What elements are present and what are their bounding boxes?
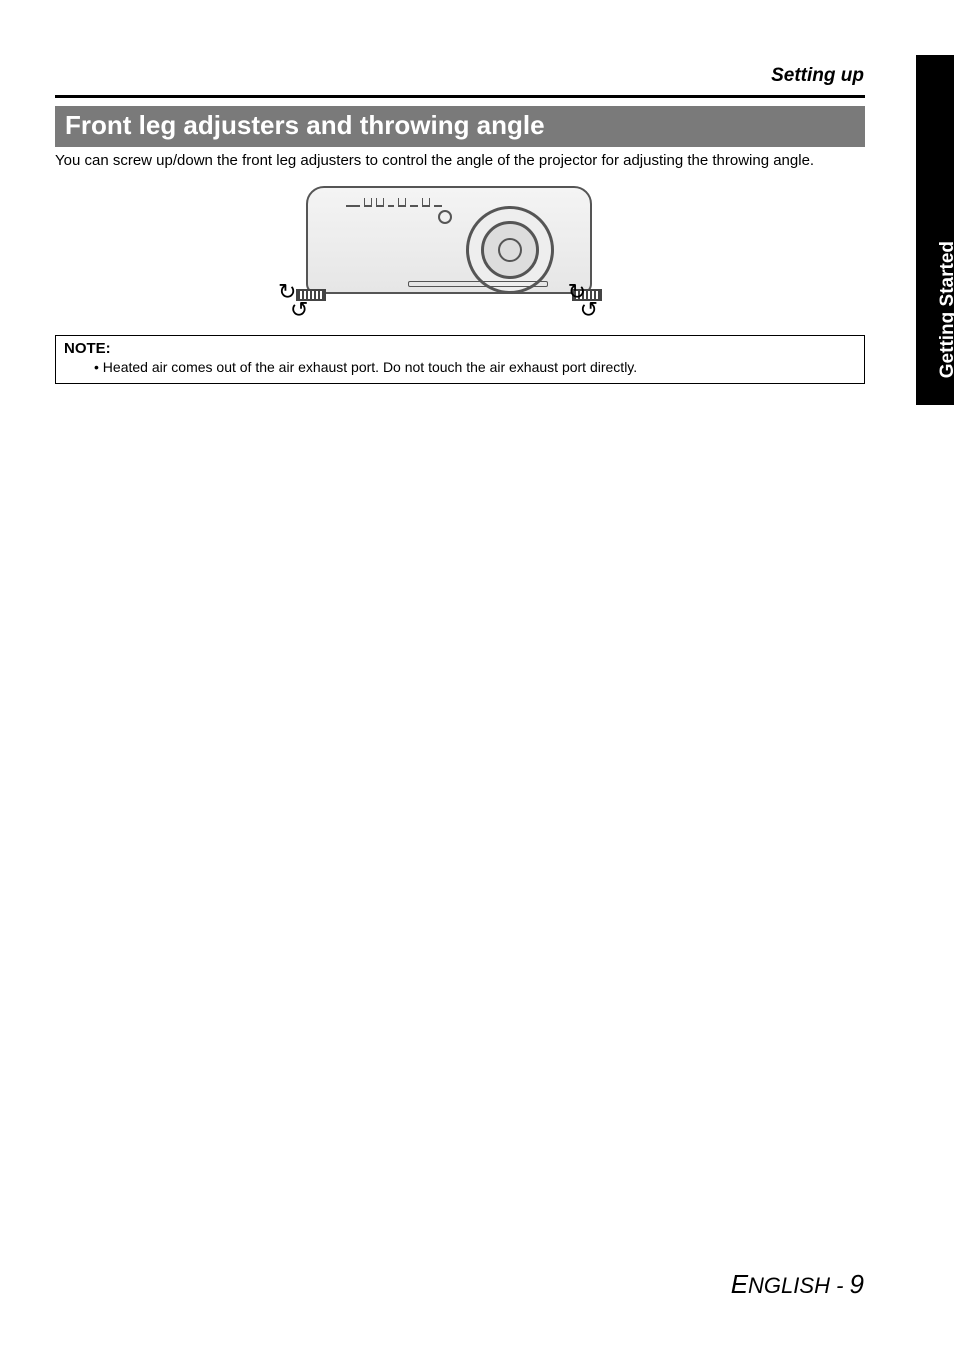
projector-body-icon — [306, 186, 592, 294]
header-rule — [55, 95, 865, 98]
note-item: • Heated air comes out of the air exhaus… — [64, 359, 856, 375]
note-box: NOTE: • Heated air comes out of the air … — [55, 335, 865, 384]
note-label: NOTE: — [64, 340, 856, 357]
page-number: 9 — [850, 1269, 864, 1299]
section-title-bar: Front leg adjusters and throwing angle — [55, 106, 865, 147]
lang-rest: NGLISH — [748, 1273, 830, 1298]
projector-diagram: ↻ ↺ ↻ ↺ — [278, 178, 608, 323]
vent-icons — [346, 198, 442, 207]
ir-sensor-icon — [438, 210, 452, 224]
page-footer: ENGLISH - 9 — [731, 1269, 864, 1300]
breadcrumb: Setting up — [771, 65, 864, 87]
section-intro-text: You can screw up/down the front leg adju… — [55, 152, 814, 169]
note-item-text: Heated air comes out of the air exhaust … — [103, 359, 637, 375]
footer-sep: - — [830, 1273, 850, 1298]
bullet-icon: • — [94, 359, 103, 375]
lang-initial: E — [731, 1269, 748, 1299]
side-tab-label: Getting Started — [937, 241, 954, 378]
rotate-arrow-icon: ↺ — [290, 297, 308, 323]
base-bar-icon — [408, 281, 548, 287]
rotate-arrow-icon: ↺ — [580, 297, 598, 323]
